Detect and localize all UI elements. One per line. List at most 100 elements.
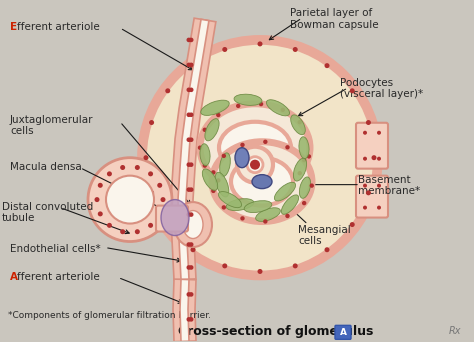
Circle shape	[259, 189, 263, 194]
FancyBboxPatch shape	[335, 325, 351, 339]
Text: A: A	[339, 328, 346, 337]
Circle shape	[325, 63, 329, 68]
Circle shape	[106, 176, 154, 224]
Circle shape	[363, 206, 367, 210]
Circle shape	[186, 265, 191, 270]
Circle shape	[222, 154, 226, 158]
Circle shape	[250, 160, 260, 170]
Circle shape	[135, 229, 140, 234]
Circle shape	[149, 190, 154, 195]
Polygon shape	[171, 18, 216, 280]
Circle shape	[189, 187, 193, 192]
Circle shape	[161, 197, 165, 202]
Circle shape	[259, 102, 263, 106]
Circle shape	[189, 317, 193, 322]
Circle shape	[186, 88, 191, 92]
Circle shape	[263, 219, 267, 224]
Circle shape	[302, 201, 306, 205]
Circle shape	[186, 63, 191, 67]
Circle shape	[281, 108, 285, 112]
Circle shape	[372, 155, 376, 160]
Polygon shape	[178, 19, 209, 280]
FancyBboxPatch shape	[156, 206, 188, 232]
Circle shape	[157, 183, 162, 188]
Text: A: A	[10, 273, 18, 282]
Circle shape	[144, 155, 148, 160]
Circle shape	[363, 184, 367, 188]
Ellipse shape	[234, 94, 262, 105]
Circle shape	[142, 40, 378, 275]
Ellipse shape	[252, 175, 272, 189]
Ellipse shape	[200, 144, 210, 166]
Text: fferent arteriole: fferent arteriole	[17, 273, 100, 282]
Circle shape	[325, 247, 329, 252]
Circle shape	[257, 269, 263, 274]
Circle shape	[98, 183, 103, 188]
Circle shape	[216, 113, 220, 117]
Circle shape	[257, 41, 263, 47]
Circle shape	[189, 63, 193, 67]
Circle shape	[263, 140, 267, 144]
Ellipse shape	[244, 201, 272, 212]
Circle shape	[186, 187, 191, 192]
Circle shape	[189, 265, 193, 270]
Circle shape	[149, 120, 154, 125]
Ellipse shape	[219, 122, 291, 174]
Circle shape	[236, 104, 240, 108]
Circle shape	[298, 120, 302, 124]
Ellipse shape	[299, 137, 309, 159]
FancyBboxPatch shape	[356, 176, 388, 218]
Ellipse shape	[215, 172, 229, 197]
Ellipse shape	[212, 142, 312, 222]
Text: E: E	[10, 22, 17, 32]
Circle shape	[189, 212, 193, 217]
Circle shape	[186, 113, 191, 117]
Ellipse shape	[200, 104, 310, 192]
Circle shape	[222, 47, 227, 52]
Text: *Components of glomerular filtration barrier.: *Components of glomerular filtration bar…	[8, 311, 211, 320]
Circle shape	[350, 88, 355, 93]
Text: Parietal layer of
Bowman capsule: Parietal layer of Bowman capsule	[290, 8, 379, 30]
Circle shape	[302, 158, 306, 162]
Circle shape	[363, 131, 367, 135]
Ellipse shape	[219, 192, 242, 208]
Circle shape	[191, 63, 195, 68]
Circle shape	[186, 137, 191, 142]
Circle shape	[377, 157, 381, 161]
Circle shape	[186, 242, 191, 247]
Text: Cross-section of glomerulus: Cross-section of glomerulus	[178, 325, 374, 338]
Circle shape	[377, 206, 381, 210]
Circle shape	[222, 205, 226, 210]
Circle shape	[189, 162, 193, 167]
Circle shape	[202, 128, 207, 132]
Circle shape	[363, 157, 367, 161]
Ellipse shape	[274, 182, 296, 201]
Circle shape	[107, 171, 112, 176]
Circle shape	[211, 189, 216, 193]
Circle shape	[186, 162, 191, 167]
Ellipse shape	[174, 202, 212, 247]
Ellipse shape	[291, 115, 305, 135]
Circle shape	[350, 222, 355, 227]
Ellipse shape	[300, 177, 310, 198]
Circle shape	[189, 242, 193, 247]
Circle shape	[377, 131, 381, 135]
Ellipse shape	[231, 158, 293, 206]
Ellipse shape	[255, 208, 280, 221]
Circle shape	[98, 211, 103, 216]
Circle shape	[366, 190, 371, 195]
Circle shape	[237, 147, 273, 183]
Circle shape	[191, 247, 195, 252]
FancyBboxPatch shape	[339, 129, 361, 163]
Text: Podocytes
(visceral layer)*: Podocytes (visceral layer)*	[340, 78, 423, 100]
Circle shape	[186, 317, 191, 322]
FancyBboxPatch shape	[356, 123, 388, 169]
Circle shape	[240, 143, 245, 147]
Text: Macula densa: Macula densa	[10, 162, 82, 172]
Circle shape	[247, 157, 263, 173]
Circle shape	[189, 88, 193, 92]
Circle shape	[189, 292, 193, 297]
Circle shape	[198, 145, 202, 150]
Text: Basement
membrane*: Basement membrane*	[358, 175, 420, 196]
Ellipse shape	[266, 100, 290, 116]
